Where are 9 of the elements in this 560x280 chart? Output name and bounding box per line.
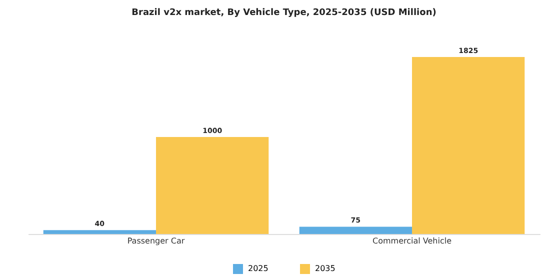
- chart-title: Brazil v2x market, By Vehicle Type, 2025-2035 (USD Million): [132, 8, 436, 18]
- bar: [412, 57, 525, 234]
- bar: [43, 230, 156, 234]
- x-tick-label: Passenger Car: [127, 236, 186, 246]
- bar: [299, 226, 412, 234]
- legend-label: 2025: [248, 264, 268, 273]
- bar: [156, 137, 269, 234]
- x-tick-label: Commercial Vehicle: [372, 236, 452, 246]
- legend-label: 2035: [315, 264, 336, 273]
